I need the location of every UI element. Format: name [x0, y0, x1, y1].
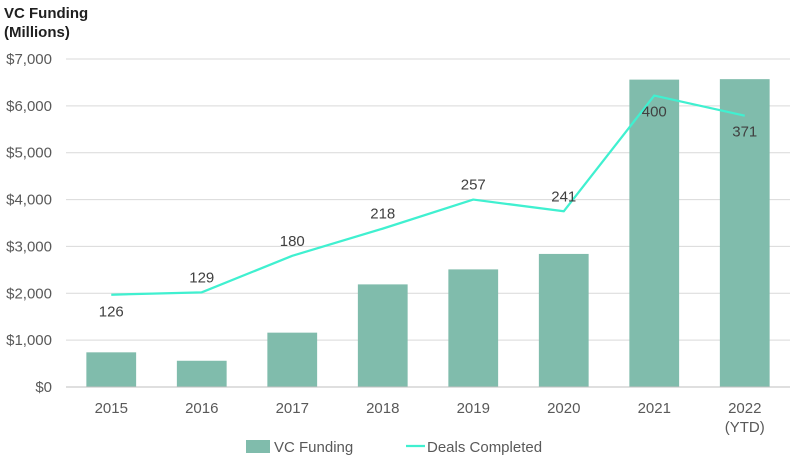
bar — [538, 253, 589, 387]
bar — [719, 79, 770, 388]
y-tick-label: $1,000 — [6, 332, 52, 349]
y-tick-label: $7,000 — [6, 51, 52, 68]
deals-data-label: 129 — [189, 269, 214, 286]
bar — [357, 284, 408, 387]
bar — [629, 79, 680, 388]
y-axis-ticks: $0 $1,000 $2,000 $3,000 $4,000 $5,000 $6,000 $7… — [6, 51, 52, 396]
legend-swatch-vc-funding — [246, 440, 270, 453]
bar-series — [86, 79, 770, 388]
legend-label-deals: Deals Completed — [427, 439, 542, 456]
x-tick-label: 2016 — [185, 400, 218, 417]
deals-data-label: 241 — [551, 188, 576, 205]
y-axis-title-line-2: (Millions) — [4, 24, 70, 41]
y-tick-label: $3,000 — [6, 238, 52, 255]
x-tick-label: (YTD) — [725, 419, 765, 436]
bar — [86, 352, 137, 387]
deals-line — [111, 94, 745, 296]
deals-data-label: 400 — [642, 104, 667, 121]
bar — [267, 332, 318, 387]
x-tick-label: 2018 — [366, 400, 399, 417]
x-axis-ticks: 2015 2016 2017 2018 2019 2020 2021 2022 (YTD) — [95, 400, 765, 436]
x-tick-label: 2017 — [276, 400, 309, 417]
line-series — [111, 94, 745, 296]
deals-data-label: 257 — [461, 177, 486, 194]
x-tick-label: 2019 — [457, 400, 490, 417]
legend-label-vc-funding: VC Funding — [274, 439, 353, 456]
y-axis-title: VC Funding (Millions) — [4, 4, 88, 42]
bar — [448, 269, 499, 387]
y-tick-label: $0 — [35, 379, 52, 396]
legend: VC Funding Deals Completed — [246, 439, 542, 456]
x-tick-label: 2021 — [638, 400, 671, 417]
deals-data-label: 126 — [99, 304, 124, 321]
y-axis-title-line-1: VC Funding — [4, 5, 89, 22]
y-tick-label: $4,000 — [6, 192, 52, 209]
x-tick-label: 2020 — [547, 400, 580, 417]
y-tick-label: $6,000 — [6, 98, 52, 115]
deals-data-label: 180 — [280, 233, 305, 250]
x-tick-label: 2022 — [728, 400, 761, 417]
y-tick-label: $2,000 — [6, 285, 52, 302]
bar — [176, 360, 227, 387]
deals-data-label: 218 — [370, 206, 395, 223]
line-data-labels: 126 129 180 218 257 241 400 371 — [99, 104, 758, 321]
x-tick-label: 2015 — [95, 400, 128, 417]
y-tick-label: $5,000 — [6, 145, 52, 162]
deals-data-label: 371 — [732, 124, 757, 141]
